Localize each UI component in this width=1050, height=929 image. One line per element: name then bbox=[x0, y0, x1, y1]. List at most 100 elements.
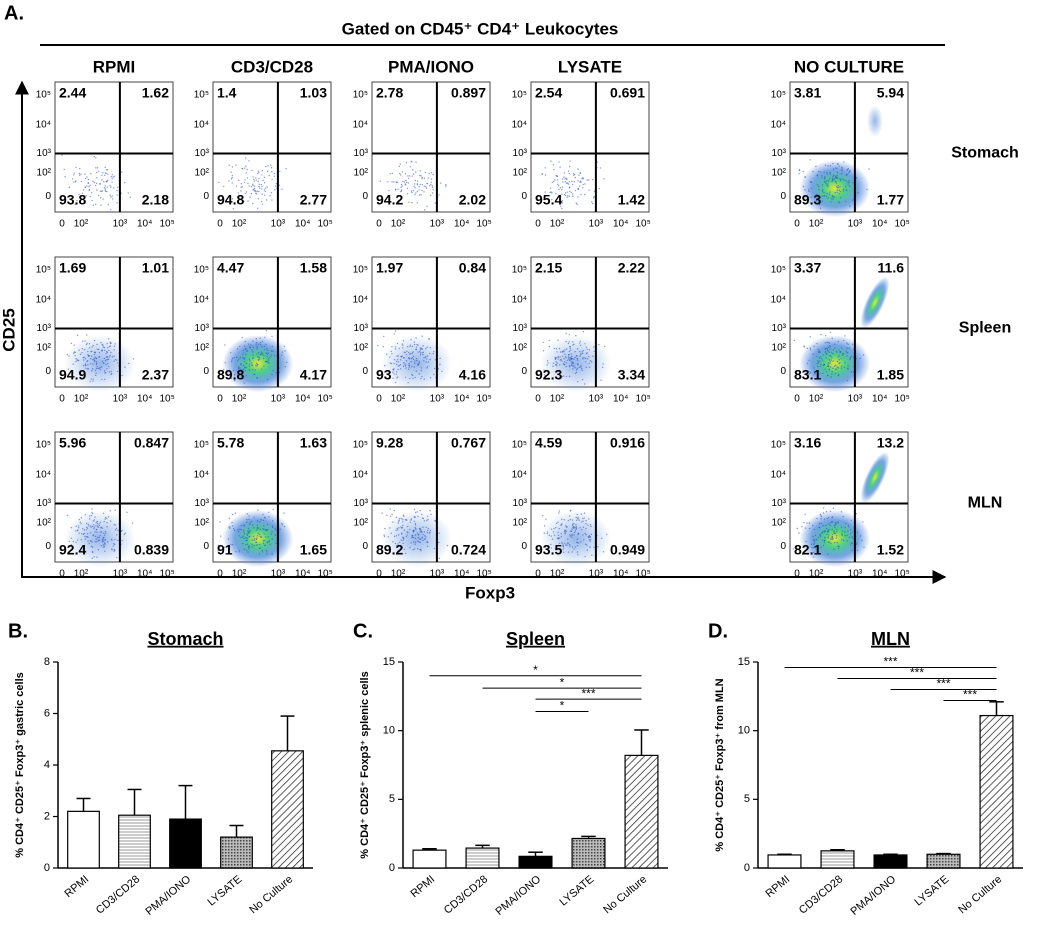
y-tick-label: 10⁴ bbox=[512, 295, 527, 306]
event-dot bbox=[842, 178, 844, 180]
event-dot bbox=[832, 198, 834, 200]
event-dot bbox=[841, 173, 843, 175]
event-dot bbox=[568, 165, 571, 168]
event-dot bbox=[826, 349, 829, 351]
event-dot bbox=[102, 198, 104, 200]
event-dot bbox=[824, 368, 827, 371]
y-tick-label: 0 bbox=[362, 366, 368, 377]
event-dot bbox=[267, 360, 269, 362]
event-dot bbox=[821, 539, 824, 541]
event-dot bbox=[835, 537, 838, 539]
x-tick-label: 10⁴ bbox=[872, 219, 887, 230]
event-dot bbox=[92, 520, 95, 522]
event-dot bbox=[400, 197, 403, 199]
event-dot bbox=[427, 177, 429, 179]
event-dot bbox=[802, 170, 804, 173]
event-dot bbox=[217, 544, 220, 547]
event-dot bbox=[424, 538, 427, 540]
event-dot bbox=[563, 172, 566, 174]
event-dot bbox=[826, 172, 828, 174]
event-dot bbox=[265, 360, 267, 363]
event-dot bbox=[255, 343, 257, 345]
event-dot bbox=[63, 168, 65, 171]
event-dot bbox=[93, 357, 96, 360]
event-dot bbox=[86, 176, 88, 178]
event-dot bbox=[258, 185, 260, 188]
event-dot bbox=[93, 181, 96, 184]
event-dot bbox=[397, 365, 400, 367]
event-dot bbox=[397, 522, 399, 524]
event-dot bbox=[569, 190, 571, 193]
event-dot bbox=[100, 531, 102, 533]
event-dot bbox=[392, 541, 394, 543]
event-dot bbox=[827, 346, 830, 349]
quadrant-value: 2.78 bbox=[376, 85, 403, 101]
event-dot bbox=[403, 548, 405, 551]
event-dot bbox=[402, 539, 404, 541]
event-dot bbox=[434, 359, 437, 361]
event-dot bbox=[579, 172, 581, 174]
event-dot bbox=[574, 367, 576, 369]
event-dot bbox=[256, 172, 259, 175]
event-dot bbox=[395, 529, 397, 532]
event-dot bbox=[829, 361, 831, 363]
y-tick-label: 10² bbox=[195, 518, 210, 529]
event-dot bbox=[573, 343, 575, 346]
x-tick-label: 0 bbox=[59, 394, 65, 405]
event-dot bbox=[101, 190, 104, 192]
event-dot bbox=[408, 201, 410, 203]
event-dot bbox=[266, 553, 268, 555]
event-dot bbox=[267, 352, 270, 355]
event-dot bbox=[230, 543, 232, 546]
event-dot bbox=[868, 168, 870, 170]
event-dot bbox=[106, 169, 109, 171]
event-dot bbox=[833, 365, 836, 367]
event-dot bbox=[87, 355, 90, 357]
event-dot bbox=[237, 192, 239, 194]
event-dot bbox=[79, 353, 82, 356]
event-dot bbox=[834, 364, 837, 366]
event-dot bbox=[229, 527, 231, 530]
event-dot bbox=[793, 339, 795, 342]
event-dot bbox=[252, 346, 255, 349]
event-dot bbox=[426, 355, 429, 357]
event-dot bbox=[106, 356, 108, 358]
quadrant-value: 9.28 bbox=[376, 435, 403, 451]
event-dot bbox=[231, 182, 233, 184]
event-dot bbox=[578, 519, 580, 521]
event-dot bbox=[412, 169, 414, 171]
event-dot bbox=[258, 178, 260, 180]
plot-frame bbox=[212, 81, 332, 213]
event-dot bbox=[559, 364, 561, 366]
event-dot bbox=[565, 525, 567, 527]
y-tick-label: 10³ bbox=[513, 498, 528, 509]
y-tick-label: 6 bbox=[44, 707, 50, 719]
event-dot bbox=[238, 179, 240, 182]
event-dot bbox=[77, 529, 79, 532]
event-dot bbox=[402, 180, 404, 183]
event-dot bbox=[266, 541, 269, 543]
event-dot bbox=[808, 190, 810, 193]
event-dot bbox=[232, 528, 235, 530]
event-dot bbox=[583, 512, 586, 514]
event-dot bbox=[110, 196, 112, 198]
event-dot bbox=[414, 187, 416, 189]
event-dot bbox=[824, 531, 826, 533]
event-dot bbox=[421, 348, 423, 350]
event-dot bbox=[425, 187, 428, 189]
event-dot bbox=[553, 347, 556, 350]
event-dot bbox=[283, 525, 286, 528]
event-dot bbox=[95, 171, 98, 174]
event-dot bbox=[257, 352, 260, 354]
event-dot bbox=[262, 540, 265, 542]
event-dot bbox=[257, 532, 260, 534]
event-dot bbox=[402, 542, 404, 545]
x-tick-label: No Culture bbox=[601, 873, 649, 916]
event-dot bbox=[427, 527, 430, 530]
event-dot bbox=[251, 349, 253, 351]
event-dot bbox=[573, 534, 575, 536]
event-dot bbox=[836, 541, 838, 544]
event-dot bbox=[111, 549, 113, 551]
event-dot bbox=[426, 519, 428, 522]
event-dot bbox=[99, 369, 101, 371]
